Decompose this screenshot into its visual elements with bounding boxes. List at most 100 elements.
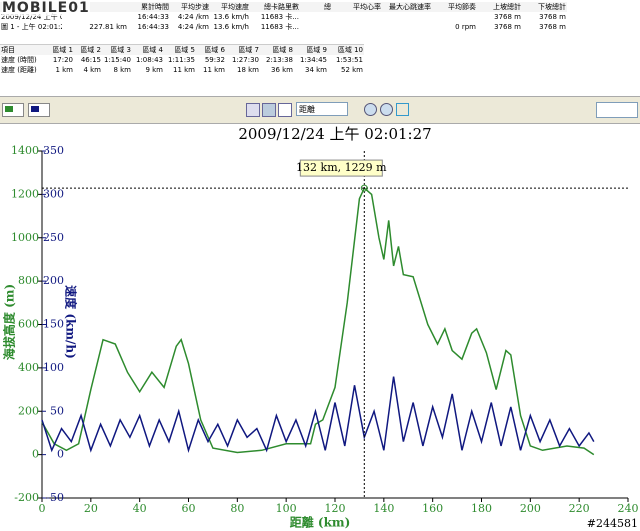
x-tick-label: 20 — [84, 502, 98, 515]
data-line — [41, 376, 595, 454]
table-cell: 1:11:35 — [168, 56, 195, 64]
table-cell: 總 — [324, 3, 331, 11]
table-cell: 18 km — [236, 66, 259, 74]
table-row: 速度 (時間) 17:20 46:15 1:15:40 1:08:43 1:11:35 59… — [0, 55, 364, 65]
y-axis-label: 海拔高度 (m) — [2, 284, 17, 360]
fit-button[interactable] — [396, 103, 409, 116]
table-cell: 4:24 /km — [177, 13, 209, 21]
table-cell: 3768 m — [494, 13, 521, 21]
table-cell: 11683 卡... — [260, 23, 299, 31]
table-cell: 17:20 — [52, 56, 73, 64]
y2-tick-label: 150 — [43, 318, 64, 331]
table-cell: 區域 5 — [174, 46, 195, 54]
table-cell: 平均節奏 — [448, 3, 476, 11]
toolbar: 距離 — [0, 96, 640, 124]
table-cell: 46:15 — [80, 56, 101, 64]
table-cell: 4:24 /km — [177, 23, 209, 31]
zoom-button[interactable] — [380, 103, 393, 116]
table-cell — [300, 12, 332, 22]
dropdown-text: 距離 — [299, 105, 315, 114]
annotation-box — [299, 159, 383, 177]
table-cell: 13.6 km/h — [213, 13, 249, 21]
color-picker[interactable] — [2, 103, 24, 117]
y-tick-label: 1000 — [11, 231, 39, 244]
x-tick-label: 0 — [39, 502, 46, 515]
x-tick-label: 140 — [373, 502, 394, 515]
table-cell: 1:08:43 — [136, 56, 163, 64]
chart: 2009/12/24 上午 02:01:27 距離 (km) 海拔高度 (m) … — [2, 125, 639, 530]
summary-table: 累計時間 平均步速 平均速度 總卡路里數 總 平均心率 最大心跳速率 平均節奏 上坡總計 下坡總計… — [0, 2, 567, 32]
table-cell: 速度 (時間) — [1, 56, 37, 64]
y2-tick-label: 200 — [43, 274, 64, 287]
y-tick-label: 800 — [18, 274, 39, 287]
table-cell — [332, 22, 382, 32]
data-line — [41, 186, 595, 456]
table-cell: 52 km — [340, 66, 363, 74]
table-cell: 下坡總計 — [538, 3, 566, 11]
table-cell: 3768 m — [539, 13, 566, 21]
table-cell: 11 km — [172, 66, 195, 74]
y2-axis-label: 速度 (km/h) — [64, 285, 79, 359]
y-tick-label: 400 — [18, 361, 39, 374]
table-cell: 項目 — [1, 46, 15, 54]
table-cell: 13.6 km/h — [213, 23, 249, 31]
y2-tick-label: 0 — [57, 448, 64, 461]
table-cell: 59:32 — [204, 56, 225, 64]
x-axis-label: 距離 (km) — [290, 515, 351, 530]
table-cell: 1:34:45 — [300, 56, 327, 64]
table-cell — [432, 12, 477, 22]
dropdown[interactable] — [596, 102, 638, 118]
x-tick-label: 60 — [182, 502, 196, 515]
x-tick-label: 120 — [325, 502, 346, 515]
dropdown[interactable]: 距離 — [296, 102, 348, 116]
table-cell: 0 rpm — [455, 23, 476, 31]
color-picker[interactable] — [28, 103, 50, 117]
table-cell: 平均心率 — [353, 3, 381, 11]
y2-tick-label: 100 — [43, 361, 64, 374]
logo: MOBILE01 — [2, 0, 90, 16]
y2-tick-label: 350 — [43, 144, 64, 157]
view-button[interactable] — [278, 103, 292, 117]
x-tick-label: 160 — [422, 502, 443, 515]
table-cell: 9 km — [145, 66, 163, 74]
table-cell: 16:44:33 — [137, 23, 169, 31]
x-tick-label: 200 — [520, 502, 541, 515]
table-cell: 34 km — [304, 66, 327, 74]
table-cell: 1:53:51 — [336, 56, 363, 64]
table-cell: 平均步速 — [181, 3, 209, 11]
table-row: 2009/12/24 上午 02... 16:44:33 4:24 /km 13.6 … — [0, 12, 567, 22]
table-cell: 36 km — [270, 66, 293, 74]
table-cell: 區域 6 — [204, 46, 225, 54]
zoom-button[interactable] — [364, 103, 377, 116]
table-row: 速度 (距離) 1 km 4 km 8 km 9 km 11 km 11 km 18 km 36… — [0, 65, 364, 75]
table-cell: 227.81 km — [89, 23, 127, 31]
table-cell: 最大心跳速率 — [389, 3, 431, 11]
table-cell: 區域 2 — [80, 46, 101, 54]
cursor-point — [360, 184, 368, 192]
y-tick-label: 200 — [18, 404, 39, 417]
zones-table: 項目 區域 1 區域 2 區域 3 區域 4 區域 5 區域 6 區域 7 區域 8 區域 9 區域… — [0, 44, 364, 75]
y2-tick-label: -50 — [46, 491, 64, 504]
table-cell: 11683 卡... — [260, 13, 299, 21]
table-cell — [332, 12, 382, 22]
x-tick-label: 220 — [569, 502, 590, 515]
watermark: #244581 — [587, 517, 638, 530]
y-tick-label: 1400 — [11, 144, 39, 157]
table-cell: 2:13:38 — [266, 56, 293, 64]
table-cell: 區域 8 — [272, 46, 293, 54]
table-cell: 16:44:33 — [137, 13, 169, 21]
y-tick-label: 0 — [32, 448, 39, 461]
table-cell: 11 km — [202, 66, 225, 74]
table-cell: 上坡總計 — [493, 3, 521, 11]
annotation: 132 km, 1229 m — [296, 161, 387, 174]
table-cell: 速度 (距離) — [1, 66, 37, 74]
table-cell: 圖 1 - 上午 02:01:27 — [1, 23, 62, 31]
table-cell: 區域 10 — [337, 46, 363, 54]
table-cell: 3768 m — [539, 23, 566, 31]
table-row: 項目 區域 1 區域 2 區域 3 區域 4 區域 5 區域 6 區域 7 區域 8 區域 9 區域… — [0, 45, 364, 55]
view-button[interactable] — [246, 103, 260, 117]
y-tick-label: 1200 — [11, 187, 39, 200]
table-row: 圖 1 - 上午 02:01:27 227.81 km 16:44:33 4:24 /… — [0, 22, 567, 32]
view-button[interactable] — [262, 103, 276, 117]
